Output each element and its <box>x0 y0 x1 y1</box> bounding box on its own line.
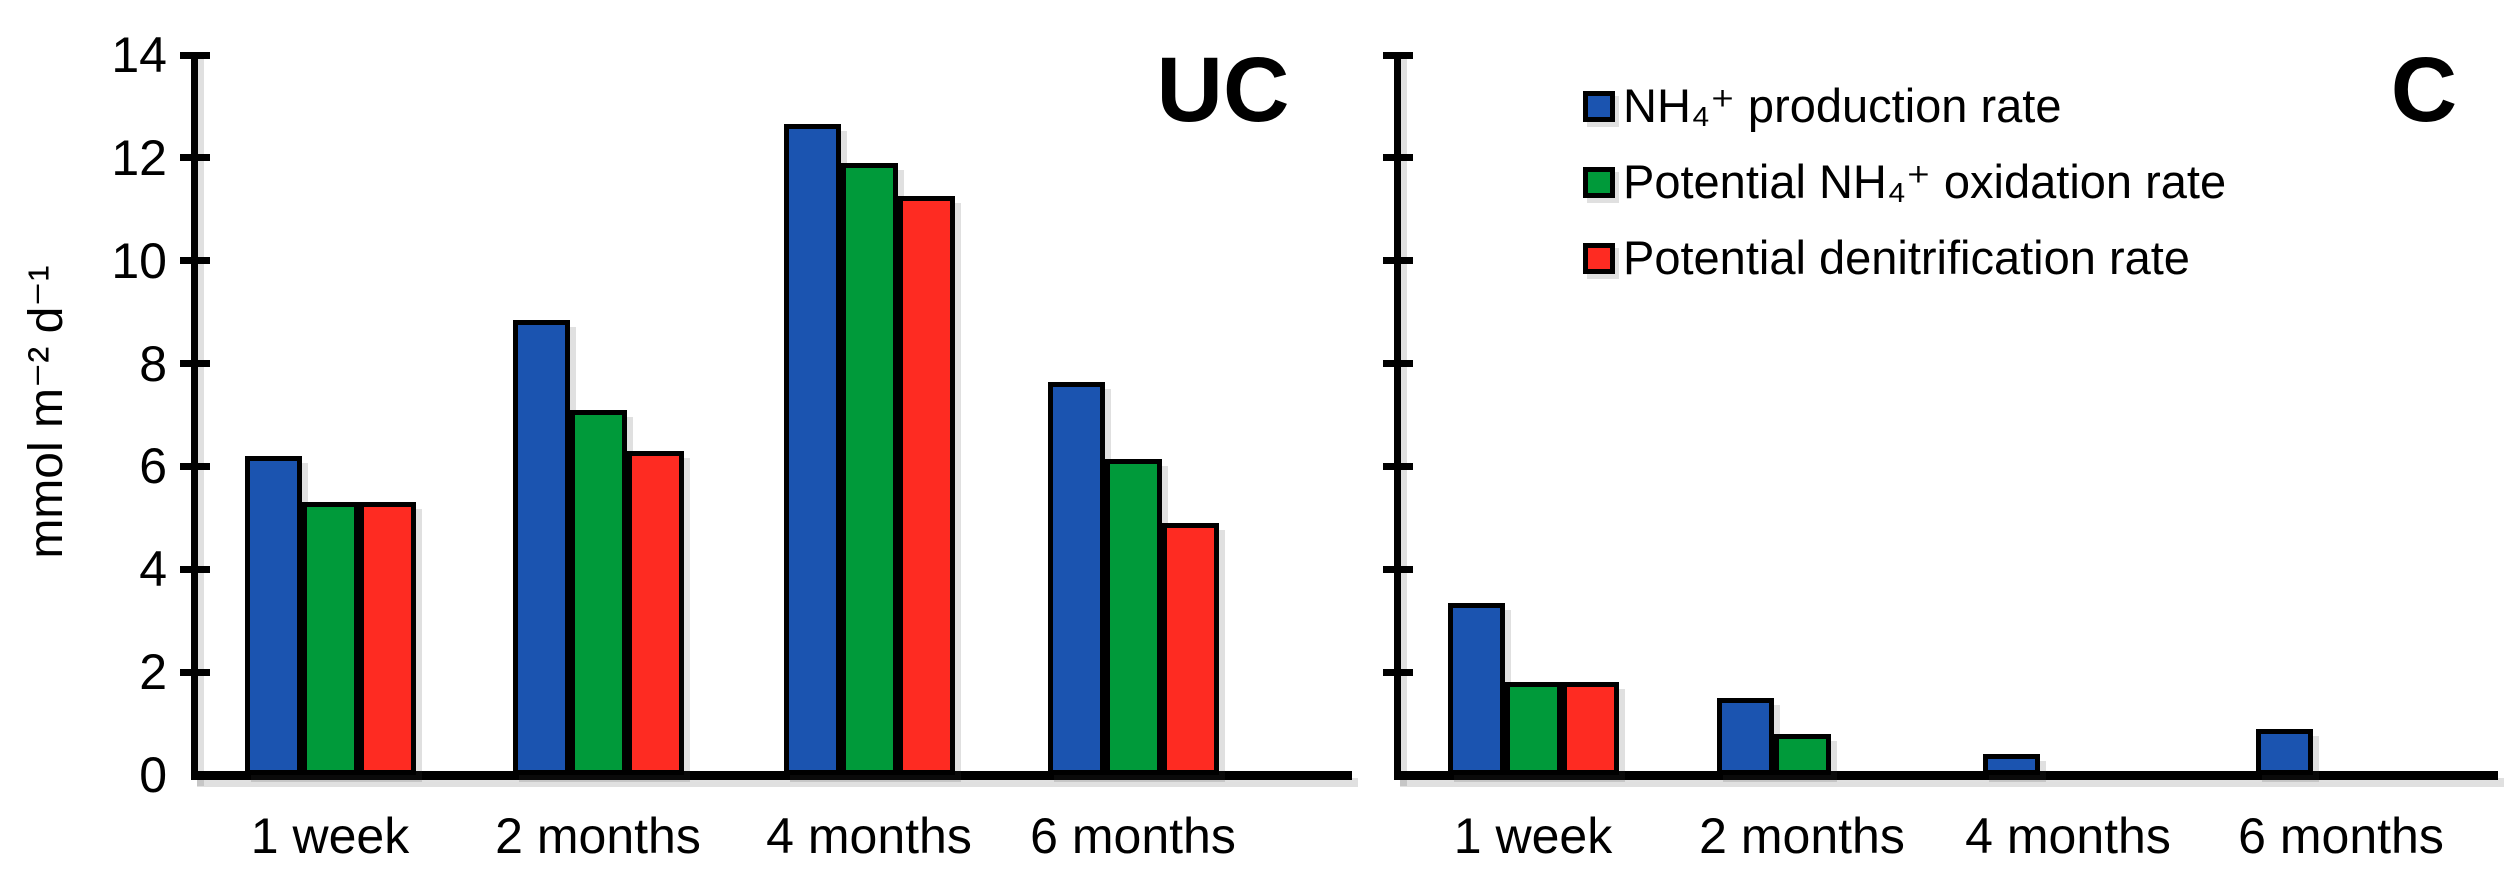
legend-label: Potential NH₄⁺ oxidation rate <box>1623 155 2227 208</box>
y-tick <box>1383 51 1413 59</box>
y-tick-label: 12 <box>111 129 167 186</box>
bar-4-months-s2 <box>897 196 955 775</box>
y-tick <box>1383 154 1413 162</box>
y-tick <box>1383 565 1413 573</box>
x-tick-label: 1 week <box>250 808 410 864</box>
bar-2-months-s1 <box>569 409 627 775</box>
y-axis-line <box>1394 51 1401 779</box>
legend-label: NH₄⁺ production rate <box>1623 79 2062 132</box>
y-tick <box>180 360 210 368</box>
y-tick <box>1383 462 1413 470</box>
bar-2-months-s0 <box>512 319 570 775</box>
bar-4-months-s0 <box>783 124 841 775</box>
x-tick-label: 4 months <box>1965 808 2171 864</box>
bar-2-months-s1 <box>1773 733 1831 775</box>
x-tick-label: 4 months <box>766 808 972 864</box>
y-tick-label: 10 <box>111 232 167 289</box>
bar-1-week-s0 <box>1447 602 1505 775</box>
y-tick <box>1383 257 1413 265</box>
x-tick-label: 6 months <box>2238 808 2444 864</box>
y-tick-label: 0 <box>139 747 167 803</box>
panel-title-uc: UC <box>1156 39 1290 141</box>
bar-6-months-s1 <box>1104 458 1162 775</box>
y-tick <box>180 51 210 59</box>
legend-item-denitrification: Potential denitrification rate <box>1583 232 2190 284</box>
x-tick-label: 2 months <box>1699 808 1905 864</box>
y-tick-label: 4 <box>139 541 167 598</box>
legend-item-production: NH₄⁺ production rate <box>1583 80 2061 132</box>
y-tick <box>1383 360 1413 368</box>
bar-6-months-s0 <box>1047 381 1105 775</box>
y-axis-title: mmol m⁻² d⁻¹ <box>20 265 73 559</box>
bar-1-week-s0 <box>244 456 302 775</box>
legend-label: Potential denitrification rate <box>1623 231 2190 284</box>
legend-swatch-blue <box>1583 90 1615 122</box>
y-tick-label: 2 <box>139 644 167 701</box>
bar-1-week-s2 <box>358 502 416 775</box>
y-axis-line <box>191 51 198 779</box>
y-tick <box>180 565 210 573</box>
y-tick <box>180 154 210 162</box>
bar-1-week-s1 <box>1504 682 1562 775</box>
y-tick <box>180 462 210 470</box>
legend-item-oxidation: Potential NH₄⁺ oxidation rate <box>1583 156 2226 208</box>
y-tick-label: 6 <box>139 438 167 495</box>
x-axis-line <box>191 771 1352 780</box>
x-tick-label: 2 months <box>495 808 701 864</box>
y-tick-label: 8 <box>139 335 167 392</box>
legend-swatch-green <box>1583 166 1615 198</box>
bar-4-months-s0 <box>1982 754 2040 775</box>
bar-2-months-s2 <box>626 451 684 775</box>
bar-2-months-s0 <box>1716 697 1774 775</box>
bar-6-months-s2 <box>1161 523 1219 775</box>
panel-title-c: C <box>2390 39 2458 141</box>
y-tick-label: 14 <box>111 27 167 83</box>
bar-1-week-s2 <box>1561 682 1619 775</box>
x-axis-line <box>1394 771 2498 780</box>
y-tick <box>180 668 210 676</box>
bar-1-week-s1 <box>301 502 359 775</box>
x-tick-label: 6 months <box>1030 808 1236 864</box>
y-tick <box>180 257 210 265</box>
bar-4-months-s1 <box>840 163 898 775</box>
y-tick <box>1383 668 1413 676</box>
bar-6-months-s0 <box>2255 728 2313 775</box>
x-tick-label: 1 week <box>1453 808 1613 864</box>
legend-swatch-red <box>1583 242 1615 274</box>
